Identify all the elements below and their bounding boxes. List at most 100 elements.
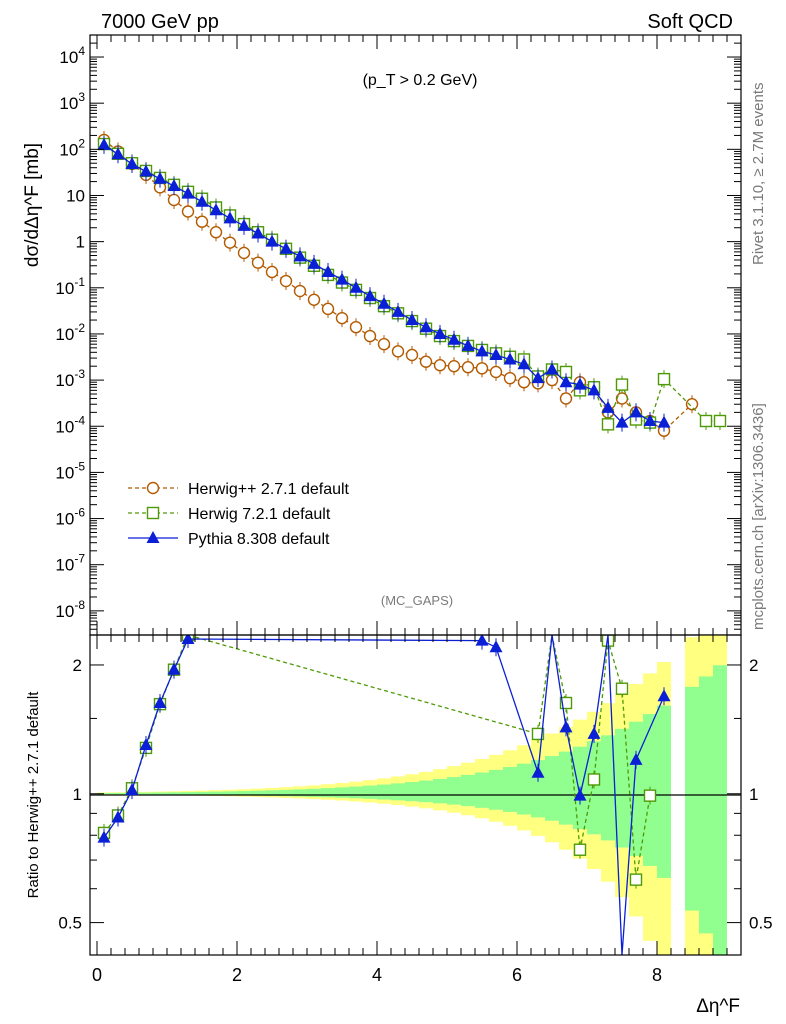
legend: Herwig++ 2.7.1 default Herwig 7.2.1 defau… — [128, 481, 350, 548]
legend-marker — [146, 506, 160, 520]
data-point — [279, 274, 293, 288]
ratio-band-inner — [657, 705, 671, 878]
mcplots-label: mcplots.cern.ch [arXiv:1306.3436] — [750, 403, 767, 630]
data-point — [251, 226, 265, 239]
ratio-band-inner — [181, 792, 195, 795]
data-point — [461, 361, 475, 374]
ratio-band-inner — [209, 791, 223, 796]
ratio-series-group — [97, 635, 671, 955]
y-tick-label: 10-2 — [55, 321, 85, 344]
ratio-y-tick-label-right: 0.5 — [749, 914, 773, 933]
legend-marker — [146, 481, 160, 495]
data-point — [489, 640, 503, 653]
ratio-y-tick-label-right: 1 — [749, 785, 758, 804]
data-point — [685, 398, 699, 411]
ratio-y-tick-label-right: 2 — [749, 656, 758, 675]
y-tick-label: 10-1 — [55, 275, 85, 298]
data-point — [391, 304, 405, 317]
data-point — [629, 873, 643, 886]
data-point — [573, 788, 587, 801]
data-point — [447, 360, 461, 373]
data-point — [615, 392, 629, 405]
data-point — [601, 418, 615, 431]
data-point — [223, 236, 237, 249]
data-point — [615, 682, 629, 695]
ratio-band-inner — [265, 790, 279, 796]
ratio-band-inner — [307, 788, 321, 797]
data-point — [125, 783, 139, 796]
main-plot-panel: 10-8 10-7 10-6 10-5 10-4 10-3 10-2 10-1 1 10 102 10… — [22, 34, 742, 636]
data-point — [531, 371, 545, 384]
ratio-band-inner — [195, 791, 209, 795]
data-point — [405, 348, 419, 362]
data-point — [349, 320, 363, 334]
data-point — [153, 171, 167, 184]
data-point — [279, 241, 293, 254]
main-series-group — [97, 130, 727, 440]
ratio-band-inner — [615, 728, 629, 848]
data-point — [489, 347, 503, 360]
ratio-band-inner — [139, 792, 153, 795]
ratio-y-tick-label: 0.5 — [58, 914, 82, 933]
ratio-band-inner — [419, 780, 433, 803]
data-point — [559, 696, 573, 710]
y-tick-label: 102 — [59, 136, 85, 159]
x-tick-label: 4 — [372, 965, 382, 985]
data-point — [307, 293, 321, 306]
ratio-y-axis-label: Ratio to Herwig++ 2.7.1 default — [25, 691, 42, 899]
y-tick-label: 10-8 — [55, 598, 85, 621]
ratio-band-inner — [321, 788, 335, 798]
data-point — [433, 359, 447, 372]
data-point — [251, 256, 265, 269]
ratio-plot-frame — [89, 634, 742, 956]
data-point — [531, 727, 545, 741]
data-point — [559, 375, 573, 388]
ratio-band-inner — [699, 676, 713, 934]
y-tick-label: 10 — [66, 186, 85, 205]
data-point — [503, 352, 517, 365]
ratio-band-inner — [433, 778, 447, 804]
data-point — [629, 752, 643, 765]
data-point — [139, 164, 153, 177]
ratio-band-inner — [391, 783, 405, 801]
data-point — [559, 720, 573, 733]
data-point — [153, 695, 167, 708]
data-point — [713, 414, 727, 428]
x-axis-label: Δη^F — [696, 996, 740, 1017]
data-point — [97, 137, 111, 150]
legend-label: Herwig 7.2.1 default — [188, 506, 331, 523]
data-point — [615, 415, 629, 428]
ratio-band-inner — [503, 766, 517, 812]
y-tick-label: 103 — [59, 90, 85, 113]
data-point — [335, 272, 349, 285]
data-point — [349, 280, 363, 293]
ratio-band-inner — [167, 792, 181, 795]
data-point — [615, 378, 629, 391]
data-point — [195, 215, 209, 228]
series-2 — [97, 135, 671, 432]
data-point — [657, 689, 671, 702]
ratio-band-inner — [293, 789, 307, 797]
series-1 — [97, 135, 727, 434]
data-point — [489, 365, 503, 379]
data-point — [321, 302, 335, 316]
ratio-band-inner — [405, 782, 419, 802]
ratio-band-inner — [111, 792, 125, 795]
data-point — [237, 246, 251, 260]
data-point — [307, 256, 321, 269]
x-tick-label: 8 — [652, 965, 662, 985]
series-line — [103, 139, 693, 432]
y-tick-label: 1 — [76, 233, 85, 252]
data-point — [363, 289, 377, 302]
ratio-band-inner — [713, 665, 727, 955]
data-point — [363, 329, 377, 343]
ratio-band-inner — [251, 790, 265, 796]
x-tick-label: 2 — [232, 965, 242, 985]
ratio-band-inner — [335, 787, 349, 798]
data-point — [601, 400, 615, 413]
data-point — [587, 726, 601, 739]
data-point — [139, 738, 153, 751]
series-0 — [97, 130, 699, 440]
legend-marker — [146, 531, 160, 543]
ratio-band-inner — [363, 785, 377, 799]
